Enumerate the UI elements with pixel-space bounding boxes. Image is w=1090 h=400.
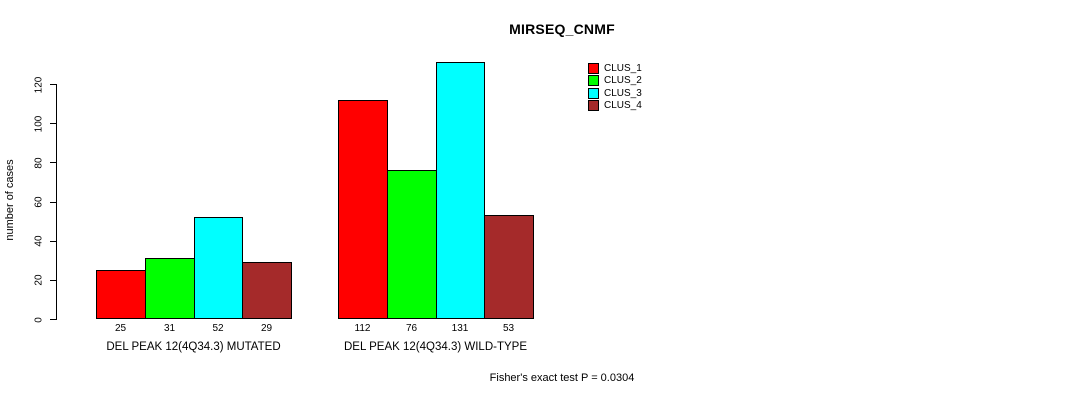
bar-value-label: 52 bbox=[212, 323, 224, 334]
y-axis-tick bbox=[50, 241, 56, 242]
y-axis-label-text: number of cases bbox=[4, 159, 16, 241]
y-axis-tick-label: 40 bbox=[33, 235, 45, 247]
y-axis-tick bbox=[50, 280, 56, 281]
bar-clus_3-group1 bbox=[194, 217, 243, 319]
bar-value-label: 112 bbox=[354, 323, 371, 334]
legend-label: CLUS_3 bbox=[604, 87, 642, 99]
bar-value-label: 31 bbox=[163, 323, 176, 334]
y-axis-tick-label: 100 bbox=[33, 115, 45, 132]
bar-clus_3-group2 bbox=[436, 62, 485, 319]
legend: CLUS_1 CLUS_2 CLUS_3 CLUS_4 bbox=[588, 62, 642, 112]
legend-item-clus-4: CLUS_4 bbox=[588, 100, 642, 113]
legend-label: CLUS_4 bbox=[604, 100, 642, 112]
legend-item-clus-3: CLUS_3 bbox=[588, 87, 642, 100]
bar-clus_1-group2 bbox=[338, 100, 388, 319]
bar-clus_1-group1 bbox=[96, 270, 146, 319]
y-axis-tick-label: 60 bbox=[33, 196, 45, 208]
y-axis-tick bbox=[50, 162, 56, 163]
y-axis-line bbox=[56, 84, 57, 320]
x-category-label: DEL PEAK 12(4Q34.3) MUTATED bbox=[106, 341, 281, 353]
legend-swatch-clus-4 bbox=[588, 100, 599, 112]
legend-label: CLUS_1 bbox=[604, 62, 642, 74]
bar-value-label: 29 bbox=[260, 323, 273, 334]
y-axis-tick bbox=[50, 123, 56, 124]
bar-clus_2-group1 bbox=[145, 258, 195, 319]
y-axis-tick-label: 80 bbox=[33, 157, 45, 169]
annotation-text: Fisher's exact test P = 0.0304 bbox=[489, 372, 635, 384]
y-axis-tick bbox=[50, 202, 56, 203]
y-axis-tick bbox=[50, 84, 56, 85]
legend-item-clus-2: CLUS_2 bbox=[588, 75, 642, 88]
legend-label: CLUS_2 bbox=[604, 75, 642, 87]
legend-swatch-clus-2 bbox=[588, 75, 599, 87]
legend-swatch-clus-1 bbox=[588, 62, 599, 74]
bar-value-label: 25 bbox=[114, 323, 127, 334]
legend-item-clus-1: CLUS_1 bbox=[588, 62, 642, 75]
x-category-label: DEL PEAK 12(4Q34.3) WILD-TYPE bbox=[343, 341, 528, 353]
chart-title: MIRSEQ_CNMF bbox=[509, 21, 615, 37]
y-axis-tick bbox=[50, 319, 56, 320]
y-axis-tick-label: 20 bbox=[33, 274, 45, 286]
bar-clus_4-group1 bbox=[242, 262, 292, 319]
y-axis-tick-label: 0 bbox=[33, 316, 45, 323]
bar-value-label: 53 bbox=[502, 323, 515, 334]
legend-swatch-clus-3 bbox=[588, 87, 599, 99]
bar-clus_4-group2 bbox=[484, 215, 534, 319]
bar-clus_2-group2 bbox=[387, 170, 437, 319]
bar-value-label: 131 bbox=[451, 323, 469, 334]
y-axis-tick-label: 120 bbox=[33, 76, 45, 93]
bar-value-label: 76 bbox=[405, 323, 418, 334]
